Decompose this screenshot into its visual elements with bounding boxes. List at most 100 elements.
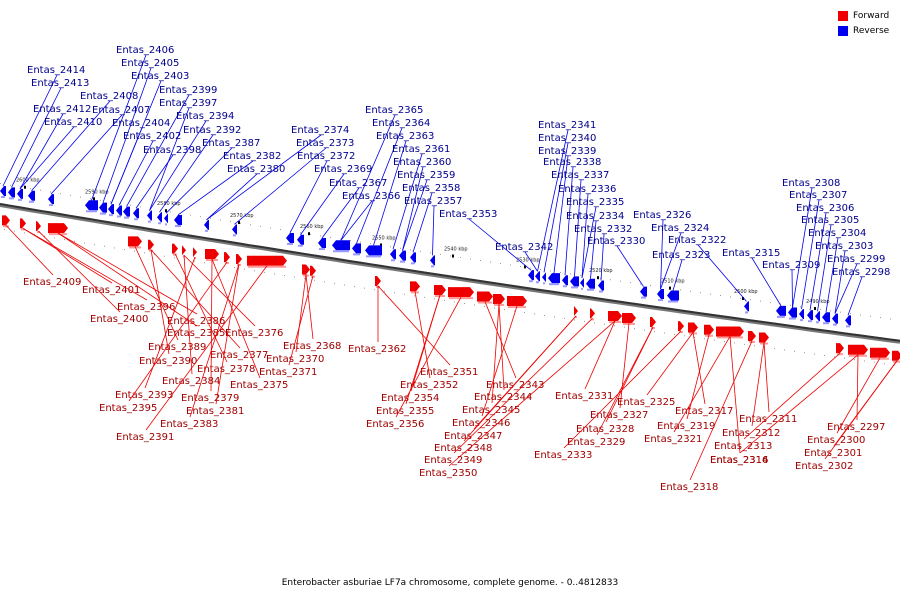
reverse-leader-line [340, 114, 396, 241]
guide-dot [294, 276, 295, 278]
reverse-leader-line [543, 142, 569, 273]
kbp-tick-label: 2540 kbp [444, 247, 468, 253]
reverse-gene-label: Entas_2394 [176, 111, 234, 122]
gene-shadow [391, 259, 395, 262]
forward-leader-line [210, 259, 213, 392]
reverse-gene-arrow [535, 271, 540, 282]
forward-gene-arrow [688, 322, 698, 333]
guide-dot [204, 262, 205, 264]
gene-shadow [49, 233, 67, 236]
forward-gene-label: Entas_2352 [400, 380, 458, 391]
forward-leader-line [448, 320, 616, 467]
reverse-leader-line [110, 80, 162, 205]
guide-dot [570, 273, 571, 275]
forward-gene-label: Entas_2325 [617, 397, 675, 408]
reverse-gene-arrow [286, 232, 294, 243]
forward-leader-line [498, 303, 505, 391]
guide-dot [454, 301, 455, 303]
reverse-gene-label: Entas_2405 [121, 58, 179, 69]
gene-shadow [871, 357, 889, 360]
forward-gene-label: Entas_2371 [259, 367, 317, 378]
forward-gene-label: Entas_2396 [117, 302, 175, 313]
gene-shadow [248, 265, 286, 268]
reverse-leader-line [553, 155, 569, 274]
guide-dot [284, 275, 285, 277]
reverse-leader-line [468, 218, 532, 271]
guide-dot [524, 311, 525, 313]
guide-dot [460, 256, 461, 258]
forward-gene-arrow [477, 291, 493, 302]
forward-leader-line [481, 305, 518, 417]
guide-dot [374, 289, 375, 291]
guide-dot [404, 293, 405, 295]
reverse-leader-line [834, 250, 846, 314]
guide-dot [310, 233, 311, 235]
forward-leader-line [305, 274, 314, 340]
kbp-tick-mark [669, 286, 671, 290]
reverse-gene-arrow [822, 312, 830, 323]
forward-gene-label: Entas_2375 [230, 380, 288, 391]
gene-shadow [837, 353, 843, 356]
reverse-leader-line [2, 74, 58, 187]
guide-dot [584, 320, 585, 322]
forward-gene-label: Entas_2355 [376, 406, 434, 417]
forward-leader-line [824, 360, 898, 460]
reverse-gene-arrow [640, 286, 647, 297]
forward-leader-line [57, 232, 198, 315]
reverse-leader-line [19, 113, 64, 190]
guide-dot [840, 311, 841, 313]
reverse-leader-line [537, 129, 569, 272]
forward-leader-line [215, 263, 240, 405]
reverse-gene-label: Entas_2382 [223, 151, 281, 162]
forward-leader-line [174, 253, 228, 363]
reverse-gene-label: Entas_2309 [762, 260, 820, 271]
reverse-gene-label: Entas_2342 [495, 242, 553, 253]
kbp-tick-mark [742, 297, 744, 301]
guide-dot [554, 316, 555, 318]
guide-dot [350, 240, 351, 242]
reverse-gene-arrow [410, 252, 416, 263]
guide-dot [190, 214, 191, 216]
gene-shadow [449, 297, 473, 300]
guide-dot [754, 345, 755, 347]
forward-gene-arrow [608, 310, 622, 321]
guide-dot [694, 336, 695, 338]
guide-dot [770, 302, 771, 304]
forward-gene-label: Entas_2368 [283, 341, 341, 352]
reverse-leader-line [524, 251, 538, 272]
kbp-tick-mark [814, 307, 816, 311]
guide-dot [130, 204, 131, 206]
reverse-gene-arrow [48, 194, 54, 205]
reverse-gene-arrow [232, 224, 237, 235]
guide-dot [30, 188, 31, 190]
reverse-gene-label: Entas_2380 [227, 164, 285, 175]
guide-dot [270, 227, 271, 229]
forward-gene-label: Entas_2395 [99, 403, 157, 414]
guide-dot [644, 329, 645, 331]
guide-dot [720, 295, 721, 297]
forward-leader-line [414, 291, 431, 379]
forward-gene-label: Entas_2314 [710, 455, 768, 466]
guide-dot [620, 280, 621, 282]
guide-dot [700, 292, 701, 294]
guide-dot [0, 183, 1, 184]
guide-dot [870, 315, 871, 317]
reverse-gene-label: Entas_2367 [329, 178, 387, 189]
gene-shadow [833, 323, 837, 326]
forward-gene-arrow [748, 330, 756, 341]
gene-shadow [298, 244, 303, 247]
forward-gene-arrow [493, 293, 505, 304]
forward-gene-arrow [448, 287, 474, 298]
guide-dot [314, 279, 315, 281]
guide-dot [450, 255, 451, 257]
kbp-tick-label: 2520 kbp [589, 268, 613, 274]
guide-dot [20, 186, 21, 188]
reverse-leader-line [234, 147, 327, 225]
reverse-gene-arrow [390, 249, 396, 260]
guide-dot [650, 285, 651, 287]
forward-gene-arrow [650, 317, 656, 328]
kbp-tick-label: 2550 kbp [372, 235, 396, 241]
guide-dot [420, 250, 421, 252]
reverse-leader-line [697, 244, 747, 302]
